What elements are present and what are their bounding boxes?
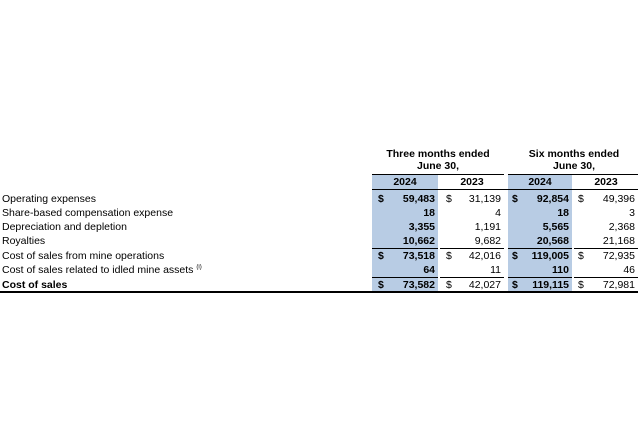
six-months-header-line2: June 30, bbox=[552, 160, 596, 172]
cell-r2-c2: 5,565 bbox=[542, 221, 569, 233]
total-top-rule-2 bbox=[440, 277, 504, 278]
three-months-header: Three months ended June 30, bbox=[372, 148, 504, 172]
bottom-rule bbox=[0, 291, 638, 293]
subtotal-rule-3 bbox=[508, 248, 572, 249]
cell-r3-c3: 21,168 bbox=[602, 235, 635, 247]
cell-r0-c0: 59,483 bbox=[402, 193, 435, 205]
cell-r2-c3: 2,368 bbox=[608, 221, 635, 233]
cell-r0-c3: 49,396 bbox=[602, 193, 635, 205]
subtotal-rule-2 bbox=[440, 248, 504, 249]
cell-r1-c2: 18 bbox=[557, 207, 569, 219]
dollar-sign: $ bbox=[578, 250, 584, 262]
cell-r1-c3: 3 bbox=[629, 207, 635, 219]
cell-r3-c1: 9,682 bbox=[474, 235, 501, 247]
total-top-rule-3 bbox=[508, 277, 572, 278]
cell-r6-c3: 72,981 bbox=[602, 279, 635, 291]
row-label-cost-of-sales-total: Cost of sales bbox=[2, 279, 68, 291]
cell-r6-c2: 119,115 bbox=[532, 279, 569, 291]
dollar-sign: $ bbox=[512, 193, 518, 205]
dollar-sign: $ bbox=[446, 193, 452, 205]
dollar-sign: $ bbox=[446, 250, 452, 262]
dollar-sign: $ bbox=[512, 250, 518, 262]
subtotal-rule-1 bbox=[372, 248, 438, 249]
cell-r0-c2: 92,854 bbox=[536, 193, 569, 205]
six-months-header-line1: Six months ended bbox=[528, 148, 620, 160]
highlight-col-three-months-2024 bbox=[372, 175, 438, 291]
cell-r5-c3: 46 bbox=[623, 264, 635, 276]
year-three-months-2023: 2023 bbox=[460, 176, 484, 188]
cell-r4-c0: 73,518 bbox=[402, 250, 435, 262]
dollar-sign: $ bbox=[512, 279, 518, 291]
cell-r6-c0: 73,582 bbox=[402, 279, 435, 291]
three-months-header-line2: June 30, bbox=[416, 160, 460, 172]
cell-r4-c2: 119,005 bbox=[531, 250, 569, 262]
row-label-idled-mine-assets: Cost of sales related to idled mine asse… bbox=[2, 264, 202, 276]
year-six-months-2024: 2024 bbox=[528, 176, 552, 188]
dollar-sign: $ bbox=[578, 193, 584, 205]
cell-r2-c1: 1,191 bbox=[474, 221, 501, 233]
row-label-cost-of-sales-mine-ops: Cost of sales from mine operations bbox=[2, 250, 165, 262]
cell-r4-c1: 42,016 bbox=[468, 250, 501, 262]
row-label-idled-mine-assets-text: Cost of sales related to idled mine asse… bbox=[2, 264, 194, 276]
cell-r4-c3: 72,935 bbox=[602, 250, 635, 262]
year-rule bbox=[372, 189, 638, 190]
cell-r3-c2: 20,568 bbox=[536, 235, 569, 247]
cell-r6-c1: 42,027 bbox=[468, 279, 501, 291]
cell-r3-c0: 10,662 bbox=[402, 235, 435, 247]
cell-r1-c1: 4 bbox=[495, 207, 501, 219]
six-months-header: Six months ended June 30, bbox=[508, 148, 640, 172]
total-top-rule-1 bbox=[372, 277, 438, 278]
cell-r2-c0: 3,355 bbox=[408, 221, 435, 233]
header-rule-right bbox=[508, 174, 638, 175]
three-months-header-line1: Three months ended bbox=[386, 148, 490, 160]
total-top-rule-4 bbox=[574, 277, 638, 278]
header-rule-left bbox=[372, 174, 504, 175]
highlight-col-six-months-2024 bbox=[508, 175, 572, 291]
cell-r1-c0: 18 bbox=[423, 207, 435, 219]
year-six-months-2023: 2023 bbox=[594, 176, 618, 188]
dollar-sign: $ bbox=[378, 250, 384, 262]
row-label-share-based: Share-based compensation expense bbox=[2, 207, 174, 219]
dollar-sign: $ bbox=[446, 279, 452, 291]
cell-r5-c2: 110 bbox=[552, 264, 569, 276]
row-label-operating-expenses: Operating expenses bbox=[2, 193, 96, 205]
year-three-months-2024: 2024 bbox=[393, 176, 417, 188]
cell-r5-c1: 11 bbox=[490, 264, 501, 276]
dollar-sign: $ bbox=[378, 193, 384, 205]
footnote-marker: (i) bbox=[196, 264, 202, 271]
dollar-sign: $ bbox=[578, 279, 584, 291]
subtotal-rule-4 bbox=[574, 248, 638, 249]
row-label-royalties: Royalties bbox=[2, 235, 46, 247]
cell-r5-c0: 64 bbox=[423, 264, 435, 276]
dollar-sign: $ bbox=[378, 279, 384, 291]
cell-r0-c1: 31,139 bbox=[468, 193, 501, 205]
row-label-depreciation: Depreciation and depletion bbox=[2, 221, 127, 233]
